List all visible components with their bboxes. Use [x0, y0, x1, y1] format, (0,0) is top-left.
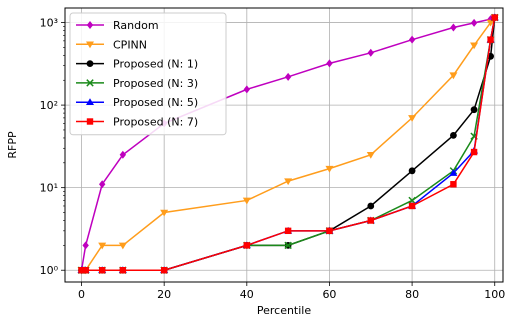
y-axis-label: RFPP — [6, 131, 19, 159]
data-point — [449, 72, 458, 80]
data-point — [470, 18, 478, 27]
legend-label: Proposed (N: 7) — [113, 116, 198, 129]
y-tick-label: 10³ — [40, 17, 58, 30]
data-point — [82, 267, 89, 274]
legend-label: Random — [113, 19, 159, 32]
x-tick-label: 60 — [322, 288, 336, 301]
data-point — [284, 241, 292, 250]
series-proposed-n-7 — [78, 14, 498, 274]
data-point — [450, 181, 457, 188]
data-point — [284, 178, 293, 186]
plot-frame — [64, 7, 504, 283]
data-point — [450, 23, 457, 32]
x-tick-label: 0 — [78, 288, 85, 301]
legend-box — [69, 12, 227, 136]
legend-entry: Proposed (N: 3) — [76, 77, 198, 90]
legend-label: Proposed (N: 3) — [113, 77, 198, 90]
series-line — [80, 16, 496, 271]
legend-label: CPINN — [113, 38, 147, 51]
x-tick-label: 100 — [484, 288, 505, 301]
axis-ticks: 0 20 40 60 80 100 10⁰ 10¹ 10² 10³ — [40, 17, 506, 301]
y-tick-label: 10¹ — [40, 182, 58, 195]
data-point — [326, 227, 333, 235]
data-point — [119, 150, 127, 159]
data-point — [367, 202, 375, 210]
legend-label: Proposed (N: 1) — [113, 58, 198, 71]
data-point — [366, 152, 375, 159]
series-random — [78, 13, 498, 275]
legend-marker — [86, 118, 94, 125]
data-point — [160, 209, 169, 217]
data-point — [243, 242, 251, 249]
data-point — [450, 131, 457, 139]
x-tick-label: 20 — [157, 288, 171, 301]
data-point — [326, 59, 333, 68]
legend-marker — [86, 98, 94, 105]
data-point — [325, 165, 334, 173]
data-point — [470, 148, 478, 156]
y-tick-label: 10⁰ — [40, 264, 59, 277]
legend-marker — [86, 60, 94, 67]
legend-label: Proposed (N: 5) — [113, 96, 198, 109]
data-point — [408, 35, 416, 44]
legend-marker — [86, 21, 94, 29]
series-layer — [77, 13, 499, 275]
data-point — [486, 19, 495, 27]
data-point — [408, 202, 416, 210]
x-marker-stroke — [86, 79, 94, 87]
data-point — [408, 196, 416, 205]
data-point — [119, 267, 127, 274]
legend-marker — [86, 41, 94, 49]
data-point — [367, 48, 374, 57]
legend-marker — [86, 79, 94, 87]
data-point — [284, 72, 292, 81]
data-point — [470, 106, 478, 114]
series-line — [81, 17, 496, 271]
data-point — [118, 242, 127, 250]
legend: Random CPINN Proposed (N: 1) Proposed (N: 3… — [69, 12, 227, 136]
data-point — [78, 267, 85, 274]
x-axis-label: Percentile — [257, 304, 312, 317]
data-point — [98, 242, 107, 250]
y-tick-label: 10² — [40, 99, 58, 112]
data-point — [367, 217, 374, 224]
data-point — [82, 241, 89, 250]
x-marker-stroke — [408, 196, 416, 205]
data-point — [98, 180, 106, 189]
x-marker-stroke — [284, 241, 292, 250]
x-tick-label: 80 — [405, 288, 419, 301]
data-point — [408, 167, 416, 175]
data-point — [284, 227, 292, 235]
legend-entry: Proposed (N: 1) — [76, 58, 198, 71]
data-point — [449, 169, 458, 176]
legend-entry: Random — [76, 19, 159, 32]
series-line — [81, 17, 496, 271]
data-point — [470, 42, 479, 50]
data-point — [491, 14, 498, 21]
data-point — [160, 267, 168, 274]
data-point — [243, 85, 251, 94]
legend-entry: Proposed (N: 5) — [76, 96, 198, 109]
data-point — [98, 267, 106, 274]
data-point — [487, 36, 494, 43]
data-point — [408, 115, 417, 122]
legend-entry: CPINN — [76, 38, 147, 51]
x-tick-label: 40 — [240, 288, 254, 301]
data-point — [242, 197, 251, 205]
legend-entry: Proposed (N: 7) — [76, 116, 198, 129]
